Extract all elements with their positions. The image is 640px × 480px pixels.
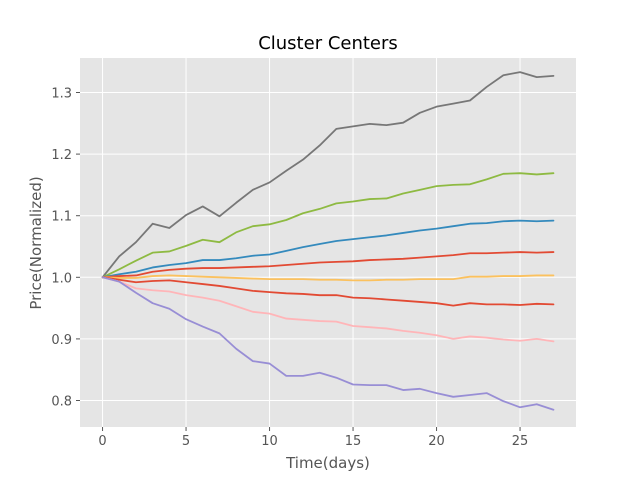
series-line-2 xyxy=(101,172,555,279)
x-axis-label: Time(days) xyxy=(285,454,370,472)
x-tick-labels: 0 5 10 15 20 25 xyxy=(98,427,528,449)
series-line-4 xyxy=(101,251,555,279)
x-tick-label: 15 xyxy=(345,434,362,449)
series-line-7 xyxy=(101,276,555,343)
series-line-5 xyxy=(101,274,555,282)
y-axis-label: Price(Normalized) xyxy=(27,176,45,309)
y-tick-label: 0.9 xyxy=(51,333,72,348)
chart-title: Cluster Centers xyxy=(258,33,398,54)
grid xyxy=(80,58,576,427)
y-tick-label: 1.1 xyxy=(51,210,72,225)
y-tick-label: 1.0 xyxy=(51,271,72,286)
y-tick-label: 1.2 xyxy=(51,148,72,163)
y-tick-label: 1.3 xyxy=(51,86,72,101)
series-lines xyxy=(101,71,555,411)
series-line-3 xyxy=(101,219,555,279)
series-line-8 xyxy=(101,276,555,411)
series-line-1 xyxy=(101,71,555,279)
x-tick-label: 10 xyxy=(261,434,278,449)
x-tick-label: 25 xyxy=(512,434,529,449)
series-line-6 xyxy=(101,276,555,307)
x-tick-label: 0 xyxy=(98,434,106,449)
y-tick-labels: 0.8 0.9 1.0 1.1 1.2 1.3 xyxy=(51,86,80,410)
y-tick-label: 0.8 xyxy=(51,395,72,410)
x-tick-label: 20 xyxy=(428,434,445,449)
x-tick-label: 5 xyxy=(182,434,190,449)
